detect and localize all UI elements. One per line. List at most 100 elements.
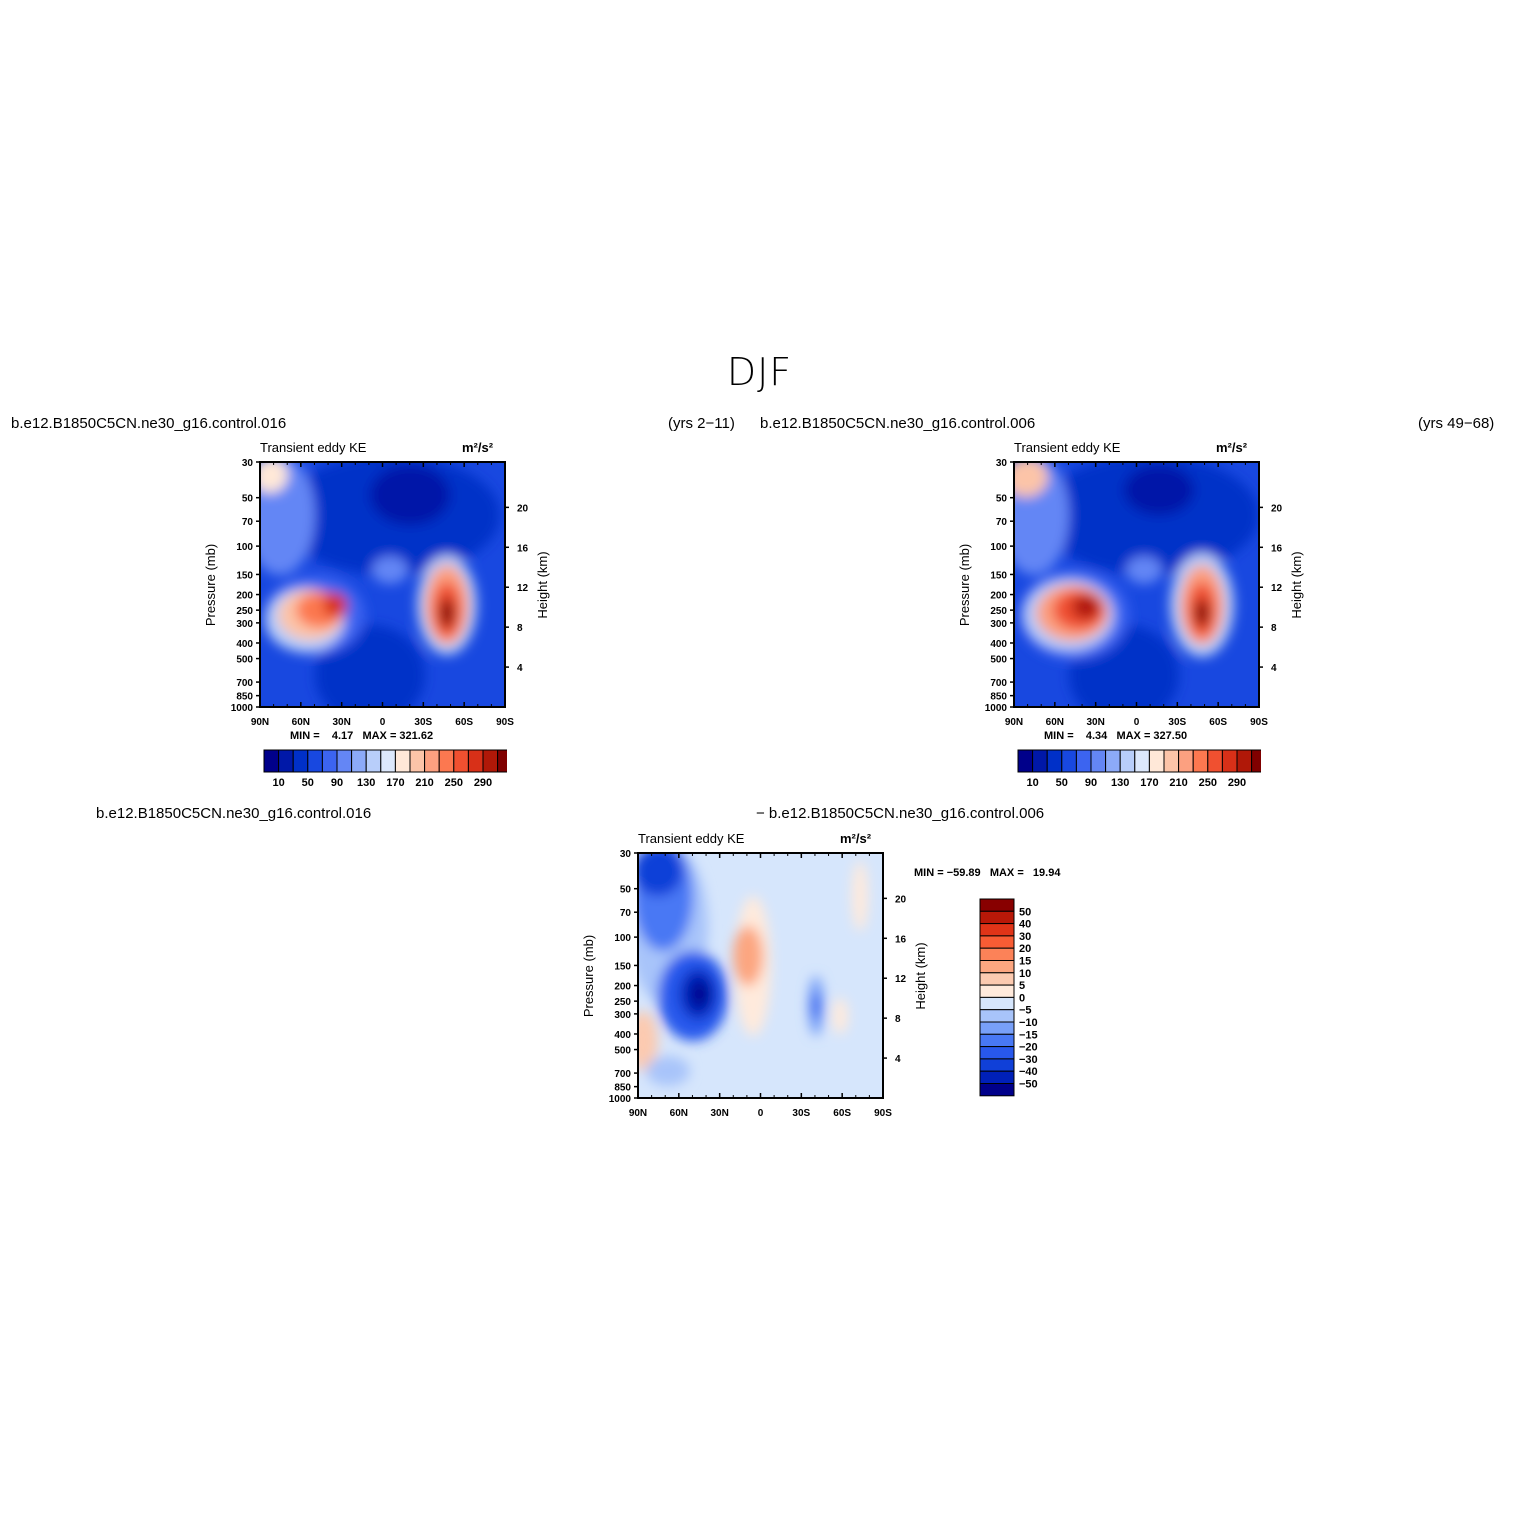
panel-3-minmax: MIN = −59.89 MAX = 19.94: [914, 867, 1061, 879]
y-tick-label: 850: [990, 692, 1007, 703]
y-right-tick-label: 8: [517, 623, 523, 634]
y-right-tick-label: 4: [895, 1054, 901, 1065]
y-tick-label: 70: [242, 517, 254, 528]
y-tick-label: 50: [242, 494, 254, 505]
colorbar-swatch: [979, 1070, 1015, 1084]
y-tick-label: 50: [996, 494, 1008, 505]
y-right-tick-label: 20: [895, 894, 907, 905]
x-tick-label: 30S: [1168, 717, 1186, 728]
colorbar-label: −50: [1019, 1079, 1038, 1091]
colorbar-label: 30: [1019, 931, 1031, 943]
x-tick-label: 60N: [292, 717, 310, 728]
colorbar-swatch: [1017, 749, 1034, 773]
y-right-tick-label: 8: [895, 1014, 901, 1025]
colorbar-swatch: [1090, 749, 1107, 773]
panel-2-field: [1014, 462, 1259, 707]
colorbar-swatch: [979, 960, 1015, 974]
colorbar-label: 250: [445, 777, 463, 789]
y-right-tick-label: 8: [1271, 623, 1277, 634]
x-tick-label: 60S: [1209, 717, 1227, 728]
y-right-tick-label: 16: [895, 934, 907, 945]
x-tick-label: 90S: [496, 717, 514, 728]
panel-1-field: [260, 462, 505, 707]
y-tick-label: 50: [620, 885, 632, 896]
top-left-case-label: b.e12.B1850C5CN.ne30_g16.control.016: [11, 415, 287, 432]
y-tick-label: 1000: [985, 703, 1008, 714]
colorbar-swatch: [1163, 749, 1180, 773]
colorbar-swatch: [1178, 749, 1194, 773]
colorbar-label: 90: [331, 777, 343, 789]
y-tick-label: 100: [236, 542, 253, 553]
panel-3-ylabel: Pressure (mb): [581, 935, 596, 1017]
colorbar-label: 290: [474, 777, 492, 789]
colorbar-swatch: [1134, 749, 1150, 773]
panel-1-minmax: MIN = 4.17 MAX = 321.62: [290, 730, 433, 742]
y-tick-label: 30: [996, 458, 1008, 469]
x-tick-label: 60N: [670, 1108, 688, 1119]
panel-1-yticks-right: 20 16 12 8 4: [505, 503, 529, 674]
panel-1-xticks: 90N 60N 30N 0 30S 60S 90S: [251, 462, 514, 728]
y-tick-label: 500: [990, 655, 1007, 666]
colorbar-swatch: [263, 749, 280, 773]
colorbar-swatch: [979, 935, 1015, 949]
y-tick-label: 850: [236, 692, 253, 703]
panel-3-ylabel-right: Height (km): [913, 942, 928, 1009]
x-tick-label: 0: [380, 717, 386, 728]
colorbar-label: 5: [1019, 980, 1025, 992]
colorbar-label: 170: [386, 777, 404, 789]
x-tick-label: 60S: [833, 1108, 851, 1119]
panel-2-chart: Transient eddy KE m²/s² Pressure (mb) He…: [957, 440, 1304, 742]
colorbar-swatch: [979, 910, 1015, 925]
y-tick-label: 70: [620, 908, 632, 919]
panel-2-title: Transient eddy KE: [1014, 440, 1121, 455]
y-tick-label: 500: [236, 655, 253, 666]
y-tick-label: 200: [236, 591, 253, 602]
colorbar-swatch: [979, 1058, 1015, 1072]
y-tick-label: 1000: [231, 703, 254, 714]
colorbar-swatch: [1119, 749, 1136, 773]
x-tick-label: 60N: [1046, 717, 1064, 728]
panel-3-title: Transient eddy KE: [638, 831, 745, 846]
x-tick-label: 0: [1134, 717, 1140, 728]
y-tick-label: 700: [614, 1069, 631, 1080]
y-right-tick-label: 12: [517, 583, 529, 594]
y-right-tick-label: 4: [517, 663, 523, 674]
colorbar-swatch: [380, 749, 396, 773]
y-right-tick-label: 12: [895, 974, 907, 985]
x-tick-label: 0: [758, 1108, 764, 1119]
y-tick-label: 250: [236, 606, 253, 617]
colorbar-swatch: [1046, 749, 1063, 773]
panel-1-ylabel-right: Height (km): [535, 551, 550, 618]
y-tick-label: 150: [990, 570, 1007, 581]
y-tick-label: 400: [990, 639, 1007, 650]
colorbar-label: 170: [1140, 777, 1158, 789]
y-right-tick-label: 20: [517, 503, 529, 514]
y-tick-label: 250: [614, 997, 631, 1008]
colorbar-swatch: [979, 984, 1015, 998]
colorbar-swatch: [979, 996, 1015, 1011]
colorbar-swatch: [979, 1009, 1015, 1023]
colorbar-label: 10: [1019, 968, 1031, 980]
colorbar-swatch: [438, 749, 455, 773]
panel-3-chart: Transient eddy KE m²/s² Pressure (mb) He…: [581, 831, 928, 1119]
panel-2-yticks-right: 20 16 12 8 4: [1259, 503, 1283, 674]
colorbar-label: 50: [1056, 777, 1068, 789]
bottom-case-a-label: b.e12.B1850C5CN.ne30_g16.control.016: [96, 805, 372, 822]
top-right-years-label: (yrs 49−68): [1418, 415, 1495, 432]
colorbar-swatch: [1221, 749, 1238, 773]
top-left-years-label: (yrs 2−11): [668, 415, 735, 432]
colorbar-label: 90: [1085, 777, 1097, 789]
panel-1-chart: Transient eddy KE m²/s² Pressure (mb) He…: [203, 440, 550, 742]
panel-2-ylabel: Pressure (mb): [957, 544, 972, 626]
colorbar-swatch: [453, 749, 469, 773]
y-tick-label: 500: [614, 1046, 631, 1057]
colorbar-label: 250: [1199, 777, 1217, 789]
panel-2-ylabel-right: Height (km): [1289, 551, 1304, 618]
panel-1-ylabel: Pressure (mb): [203, 544, 218, 626]
colorbar-swatch: [1192, 749, 1209, 773]
y-tick-label: 300: [236, 619, 253, 630]
colorbar-swatch: [497, 749, 507, 773]
